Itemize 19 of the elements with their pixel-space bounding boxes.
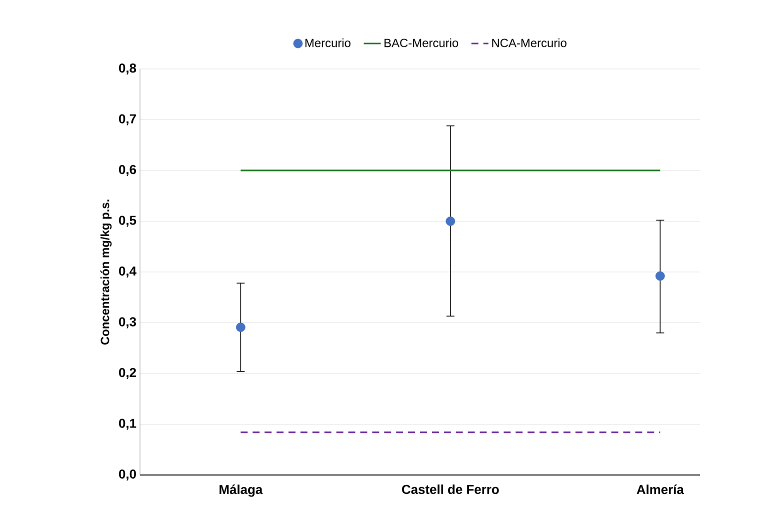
x-tick-label: Almería	[636, 484, 684, 494]
y-tick-label: 0,3	[119, 317, 136, 328]
legend-label: Mercurio	[305, 38, 350, 48]
y-tick-label: 0,8	[119, 63, 136, 75]
legend-label: BAC-Mercurio	[384, 38, 458, 48]
y-tick-label: 0,6	[119, 164, 136, 176]
y-tick-label: 0,2	[119, 368, 136, 380]
y-tick-label: 0,7	[119, 114, 136, 126]
y-tick-label: 0,4	[119, 266, 136, 278]
y-tick-label: 0,1	[119, 418, 136, 430]
x-tick-label: Castell de Ferro	[402, 484, 499, 494]
point	[236, 322, 246, 332]
y-axis-title: Concentración mg/kg p.s.	[100, 200, 112, 345]
y-tick-label: 0,5	[119, 216, 136, 227]
point	[655, 271, 665, 281]
x-tick-label: Málaga	[220, 484, 263, 497]
point	[446, 216, 456, 226]
legend-label: NCA-Mercurio	[492, 38, 566, 48]
y-tick-label: 0,0	[119, 469, 136, 481]
